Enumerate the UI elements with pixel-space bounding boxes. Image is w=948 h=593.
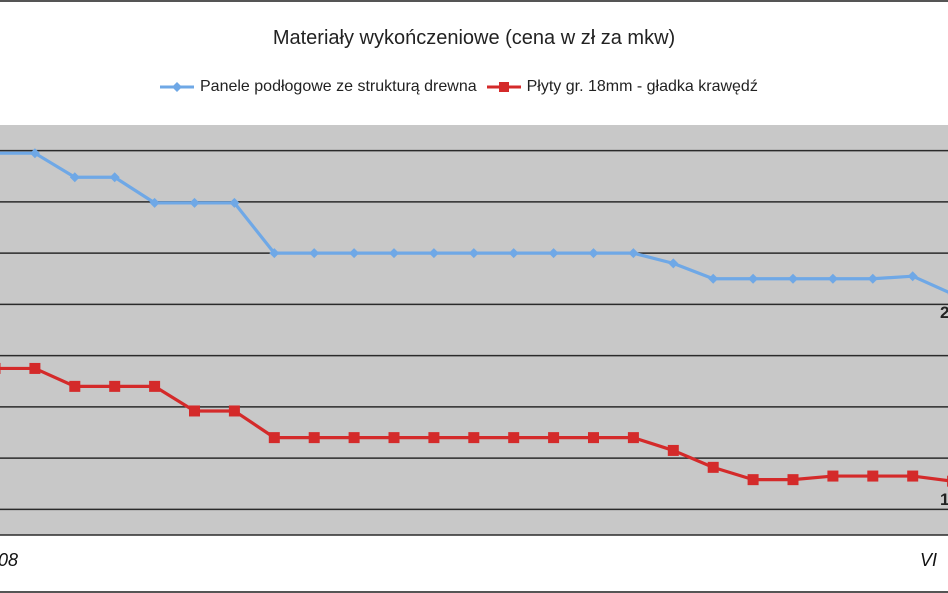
data-point bbox=[667, 444, 679, 456]
data-point bbox=[349, 248, 360, 259]
data-point bbox=[508, 432, 520, 444]
data-point bbox=[827, 470, 839, 482]
data-point bbox=[907, 271, 918, 282]
data-point bbox=[588, 248, 599, 259]
data-point bbox=[268, 432, 280, 444]
legend-label-series-1: Panele podłogowe ze strukturą drewna bbox=[200, 78, 477, 95]
data-point bbox=[707, 461, 719, 473]
data-point bbox=[269, 248, 280, 259]
data-point bbox=[787, 474, 799, 486]
data-point bbox=[149, 380, 161, 392]
data-label: 2 bbox=[940, 303, 948, 322]
data-point bbox=[189, 405, 200, 417]
data-point bbox=[867, 470, 879, 482]
data-point bbox=[668, 258, 679, 269]
data-point bbox=[69, 172, 80, 183]
data-point bbox=[508, 248, 519, 259]
chart-title: Materiały wykończeniowe (cena w zł za mk… bbox=[272, 27, 676, 49]
data-point bbox=[69, 380, 81, 392]
legend-entry-series-2: Płyty gr. 18mm - gładka krawędź bbox=[486, 78, 758, 96]
data-point bbox=[29, 362, 41, 374]
data-point bbox=[907, 470, 919, 482]
legend-marker-diamond-icon bbox=[160, 82, 194, 92]
data-point bbox=[109, 172, 120, 183]
data-point bbox=[348, 432, 360, 444]
data-point bbox=[468, 432, 480, 444]
data-point bbox=[748, 273, 759, 284]
data-point bbox=[468, 248, 479, 259]
data-point bbox=[747, 474, 759, 486]
data-point bbox=[149, 197, 160, 208]
data-point bbox=[428, 248, 439, 259]
data-label: 1 bbox=[940, 490, 948, 509]
data-point bbox=[29, 148, 40, 159]
data-point bbox=[588, 432, 599, 444]
data-point bbox=[189, 197, 200, 208]
legend-marker-square-icon bbox=[486, 82, 521, 92]
plot-area bbox=[0, 125, 948, 535]
data-point bbox=[229, 197, 240, 208]
data-point bbox=[428, 432, 440, 444]
data-point bbox=[308, 432, 320, 444]
legend-label-series-2: Płyty gr. 18mm - gładka krawędź bbox=[526, 78, 758, 95]
data-point bbox=[309, 248, 320, 259]
data-point bbox=[548, 432, 560, 444]
data-point bbox=[627, 432, 639, 444]
chart-legend: Panele podłogowe ze strukturą drewna Pły… bbox=[160, 76, 768, 98]
data-point bbox=[827, 273, 838, 284]
data-point bbox=[389, 248, 399, 259]
data-point bbox=[388, 432, 400, 444]
data-point bbox=[228, 405, 240, 417]
x-tick-label: 08 bbox=[0, 550, 18, 570]
data-point bbox=[109, 380, 121, 392]
x-tick-label: VI bbox=[920, 550, 937, 570]
legend-entry-series-1: Panele podłogowe ze strukturą drewna bbox=[160, 78, 477, 96]
data-point bbox=[0, 362, 1, 374]
data-point bbox=[708, 273, 719, 284]
data-point bbox=[788, 273, 798, 284]
data-point bbox=[548, 248, 559, 259]
data-point bbox=[867, 273, 878, 284]
data-point bbox=[628, 248, 639, 259]
